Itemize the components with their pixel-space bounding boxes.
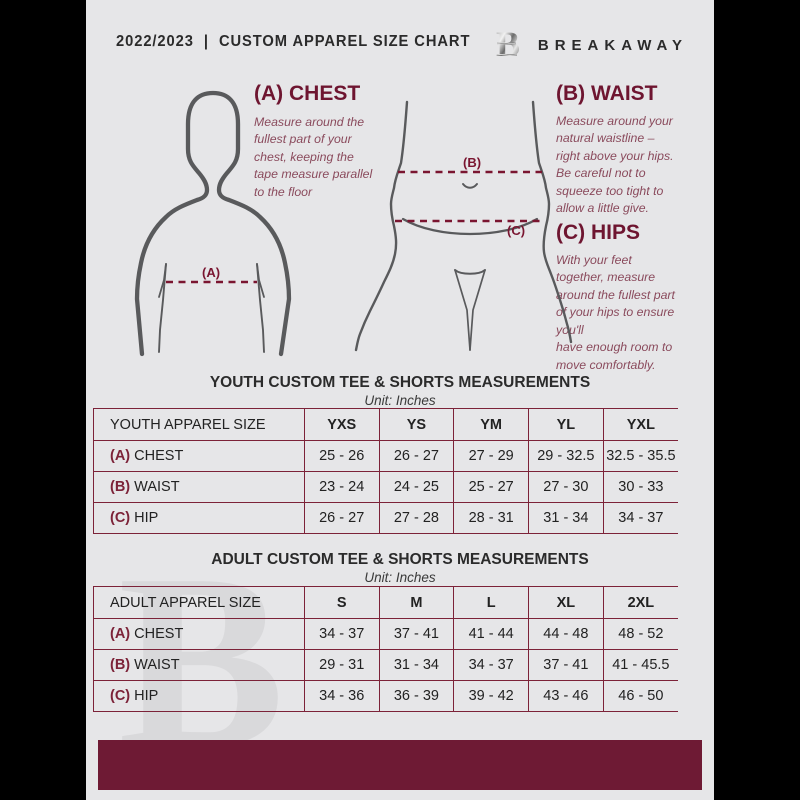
svg-text:B: B <box>496 27 520 63</box>
